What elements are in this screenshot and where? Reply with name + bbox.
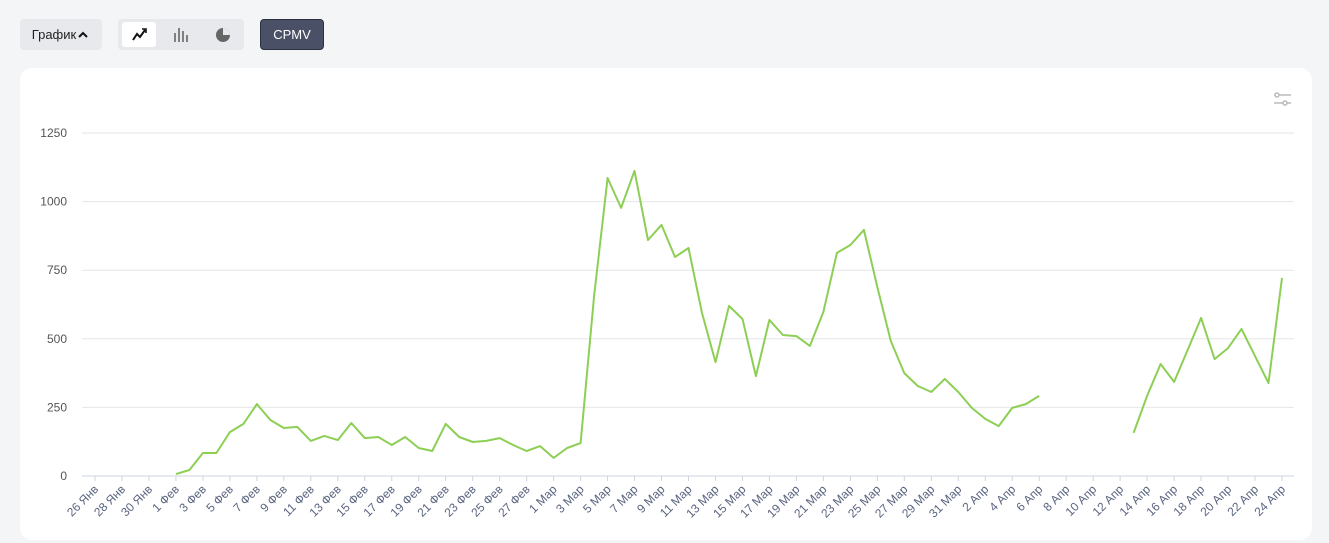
settings-icon[interactable] xyxy=(1274,92,1291,106)
metric-button-label: CPMV xyxy=(273,27,311,42)
x-tick-label: 5 Мар xyxy=(580,482,614,516)
bar-chart-toggle[interactable] xyxy=(174,28,188,42)
view-button[interactable]: График xyxy=(20,19,102,50)
x-tick-label: 7 Мар xyxy=(607,482,641,516)
x-tick-label: 1 Фев xyxy=(149,482,182,515)
caret-icon xyxy=(78,31,88,38)
view-button-label: График xyxy=(31,27,77,42)
x-tick-label: 3 Мар xyxy=(553,482,587,516)
x-tick-label: 2 Апр xyxy=(959,482,991,514)
y-tick-label: 1000 xyxy=(40,195,67,209)
y-tick-label: 1250 xyxy=(40,126,67,140)
chart-type-icons xyxy=(122,22,230,47)
chart-card xyxy=(20,68,1312,540)
metric-button[interactable]: CPMV xyxy=(260,19,324,50)
x-tick-label: 24 Апр xyxy=(1251,482,1288,519)
x-tick-label: 7 Фев xyxy=(230,482,263,515)
y-tick-label: 500 xyxy=(47,332,67,346)
pie-chart-toggle[interactable] xyxy=(216,28,230,42)
y-tick-label: 750 xyxy=(47,263,67,277)
chart-type-group xyxy=(118,19,244,50)
data-line xyxy=(175,169,1283,476)
x-tick-label: 6 Апр xyxy=(1013,482,1045,514)
x-tick-label: 5 Фев xyxy=(203,482,236,515)
y-tick-label: 0 xyxy=(60,469,67,483)
x-tick-label: 3 Фев xyxy=(176,482,209,515)
x-tick-label: 1 Мар xyxy=(526,482,560,516)
y-tick-label: 250 xyxy=(47,400,67,414)
line-chart-toggle[interactable] xyxy=(122,22,156,47)
x-tick-label: 4 Апр xyxy=(986,482,1018,514)
